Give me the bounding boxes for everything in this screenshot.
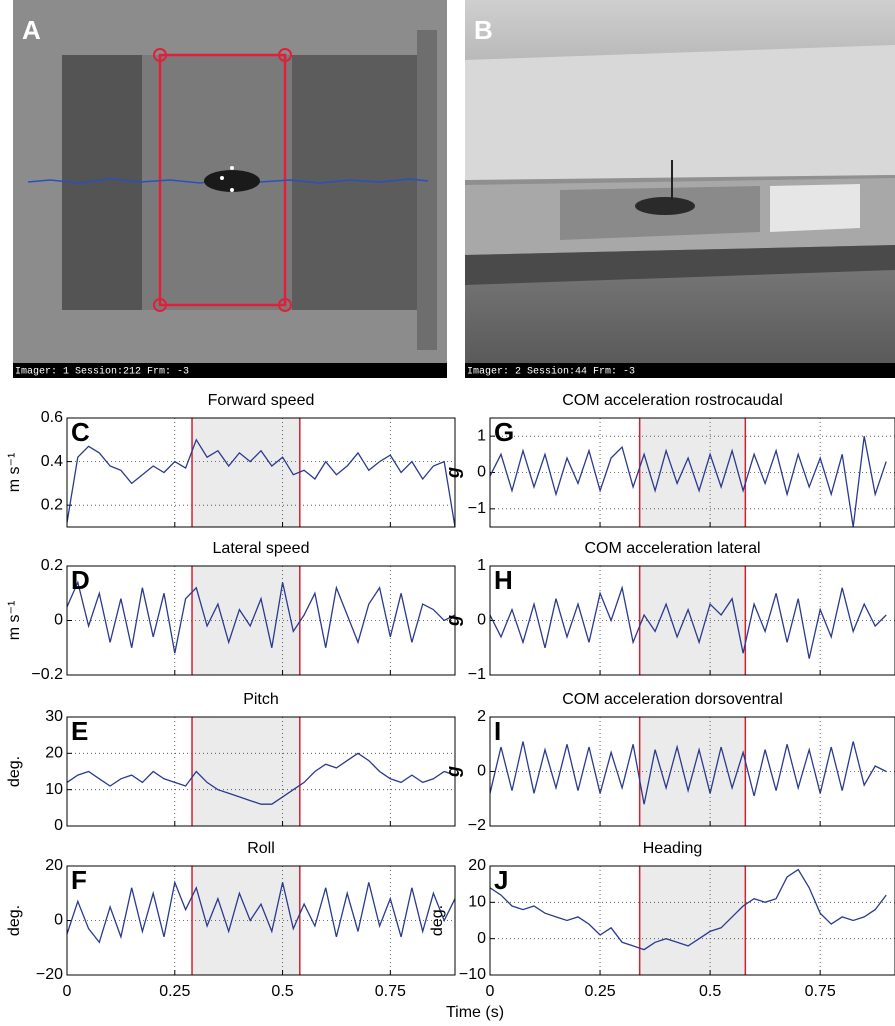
plot-frame [489,716,895,827]
shaded-range [639,717,746,826]
y-tick-label: 1 [477,557,486,574]
y-tick-label: 20 [45,857,63,874]
y-tick-label: 0 [54,817,63,834]
chart: −1 0 1 COM acceleration rostrocaudal Gg [443,392,895,528]
y-tick-label: 0.2 [41,496,63,513]
series-line [67,580,455,654]
y-tick-label: 0 [477,763,486,780]
y-axis-label: m s⁻¹ [6,453,23,493]
y-axis-label: deg. [6,756,23,787]
chart-title: COM acceleration lateral [584,540,760,557]
chart: −0.2 0 0.2 Lateral speed Dm s⁻¹ [6,540,456,683]
series-line [67,438,455,527]
y-tick-label: 2 [477,708,486,725]
x-axis-label: Time (s) [446,1004,504,1021]
plot-frame [489,865,895,976]
y-tick-label: 0 [54,912,63,929]
plot-frame [66,865,456,976]
y-tick-label: 1 [477,427,486,444]
y-tick-label: 0.4 [41,453,63,470]
chart-title: Roll [247,840,275,857]
panel-label: J [494,865,508,895]
x-tick-label: 0.25 [584,983,615,1000]
x-tick-label: 0.75 [375,983,406,1000]
y-tick-label: 0 [477,464,486,481]
chart-title: Lateral speed [213,540,310,557]
x-tick-label: 0.5 [699,983,721,1000]
y-tick-label: 10 [45,781,63,798]
series-line [490,741,887,805]
plot-frame [489,417,895,528]
y-tick-label: 0 [54,612,63,629]
plot-frame [66,417,456,528]
y-tick-label: −20 [36,966,63,983]
series-line [490,585,887,659]
panel-label: D [71,565,90,595]
panel-label: A [22,15,41,45]
y-tick-label: 0.6 [41,409,63,426]
y-axis-label: m s⁻¹ [6,601,23,641]
chart-title: Forward speed [208,392,315,409]
y-tick-label: −0.2 [31,666,63,683]
panel-label: I [494,716,501,746]
photo-b: Imager: 2 Session:44 Frm: -3 B [465,0,895,378]
series-line [490,868,887,951]
series-line [67,880,455,944]
panel-label: E [71,716,88,746]
y-tick-label: 20 [45,745,63,762]
chart: 0.2 0.4 0.6 Forward speed Cm s⁻¹ [6,392,456,528]
shaded-range [192,418,300,527]
x-tick-label: 0.25 [159,983,190,1000]
photo-caption: Imager: 2 Session:44 Frm: -3 [467,366,635,378]
plot-frame [66,716,456,827]
photo-caption: Imager: 1 Session:212 Frm: -3 [15,366,189,378]
y-axis-label: g [443,467,463,479]
panel-label: H [494,565,513,595]
chart: −2 0 2 COM acceleration dorsoventral Ig [443,691,895,834]
y-tick-label: 0 [477,612,486,629]
panel-label: F [71,865,87,895]
plot-frame [66,565,456,676]
x-tick-label: 0.75 [805,983,836,1000]
chart: −1 0 1 COM acceleration lateral Hg [443,540,895,683]
chart-title: COM acceleration rostrocaudal [562,392,783,409]
panel-label: G [494,417,514,447]
series-line [490,436,887,527]
series-line [67,752,455,805]
plot-frame [489,565,895,676]
y-axis-label: g [443,766,463,778]
y-axis-label: deg. [6,905,23,936]
x-tick-label: 0 [63,983,72,1000]
shaded-range [192,717,300,826]
shaded-range [639,566,746,675]
y-tick-label: 10 [468,894,486,911]
x-tick-label: 0.5 [271,983,293,1000]
y-tick-label: −2 [468,817,486,834]
y-tick-label: −1 [468,666,486,683]
y-axis-label: g [443,615,463,627]
photo-a: Imager: 1 Session:212 Frm: -3 A [13,0,447,378]
y-tick-label: 30 [45,708,63,725]
chart-title: Heading [643,840,703,857]
chart-title: Pitch [243,691,279,708]
y-tick-label: 20 [468,857,486,874]
y-tick-label: −1 [468,500,486,517]
panel-label: B [474,15,493,45]
y-tick-label: 0.2 [41,557,63,574]
panel-label: C [71,417,90,447]
x-tick-label: 0 [486,983,495,1000]
y-axis-label: deg. [429,905,446,936]
shaded-range [639,866,746,975]
chart-title: COM acceleration dorsoventral [562,691,783,708]
y-tick-label: 0 [477,930,486,947]
y-tick-label: −10 [459,966,486,983]
